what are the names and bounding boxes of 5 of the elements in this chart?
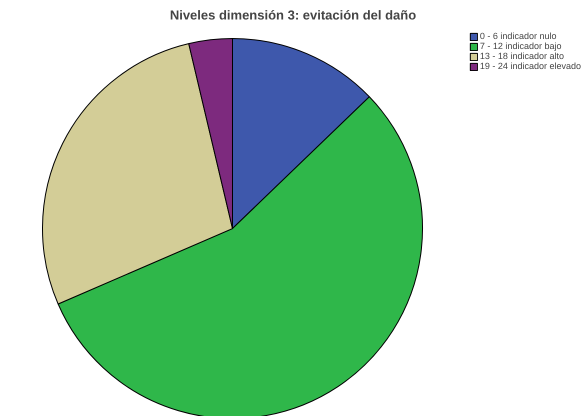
- legend-label: 0 - 6 indicador nulo: [480, 31, 556, 41]
- legend-label: 13 - 18 indicador alto: [480, 51, 564, 61]
- chart-title: Niveles dimensión 3: evitación del daño: [170, 8, 416, 22]
- legend-label: 19 - 24 indicador elevado: [480, 61, 581, 71]
- legend-label: 7 - 12 indicador bajo: [480, 41, 562, 51]
